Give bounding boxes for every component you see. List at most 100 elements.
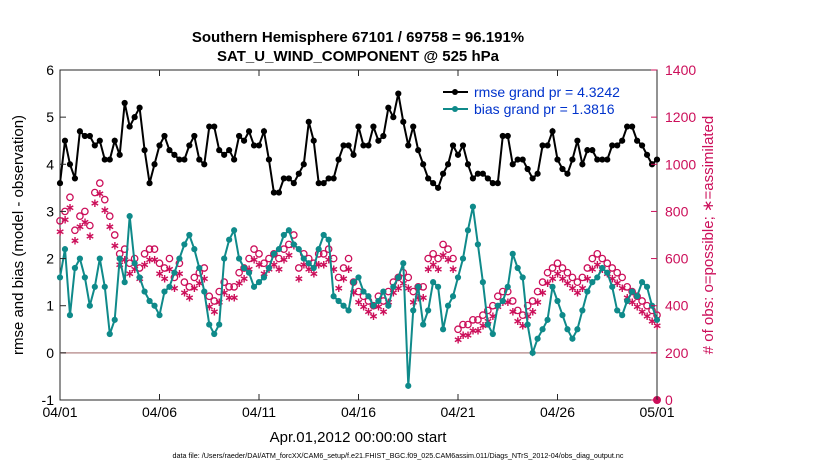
rmse-point [141,147,148,154]
assimilated-obs-point: ∗ [314,257,324,271]
rmse-point [91,142,98,149]
assimilated-obs-point: ∗ [279,253,289,267]
assimilated-obs-point: ∗ [572,286,582,300]
possible-obs-point [459,320,467,329]
possible-obs-point [394,273,403,282]
possible-obs-point [434,254,442,263]
assimilated-obs-point: ∗ [543,276,553,290]
bias-point [61,246,69,253]
right-y-tick-label: 200 [665,345,689,361]
bias-point [439,326,447,333]
rmse-point [325,175,332,182]
possible-obs-point [319,250,328,258]
possible-obs-point [185,283,194,291]
rmse-point [290,180,297,187]
rmse-point [320,180,327,187]
bias-point [91,283,98,290]
rmse-point [380,132,387,140]
possible-obs-point [444,245,452,253]
assimilated-obs-point: ∗ [592,257,602,271]
assimilated-obs-point: ∗ [488,309,498,323]
bias-point [614,307,621,314]
chart-title: Southern Hemisphere 67101 / 69758 = 96.1… [192,29,524,46]
bias-point [653,316,661,323]
rmse-point [206,123,213,130]
bias-point [136,274,143,281]
rmse-point [624,123,631,130]
assimilated-obs-point: ∗ [637,304,647,318]
possible-obs-point [339,264,348,272]
rmse-point [509,161,516,168]
possible-obs-point [603,259,612,268]
bias-point [161,288,168,295]
bias-point [569,335,576,342]
possible-obs-point [76,212,84,220]
bias-point [479,279,486,286]
bias-point [514,264,521,272]
left-y-tick-label: 0 [46,345,54,361]
bias-point [121,279,128,286]
rmse-point [504,132,511,140]
assimilated-obs-point: ∗ [378,304,388,318]
possible-obs-point [155,259,164,268]
bias-point [385,302,392,309]
possible-obs-point [210,297,219,305]
possible-obs-point [180,278,189,286]
bias-point [250,283,258,290]
bias-point [275,246,282,253]
left-y-tick-label: 6 [46,62,54,78]
bias-point [519,274,526,281]
rmse-point [390,114,397,121]
rmse-point [116,151,123,158]
rmse-point [430,180,437,187]
assimilated-obs-point: ∗ [65,201,75,215]
assimilated-obs-point: ∗ [582,271,592,285]
rmse-point [236,132,243,140]
possible-obs-point [150,245,159,253]
assimilated-obs-point: ∗ [244,262,254,276]
assimilated-obs-point: ∗ [428,257,438,271]
rmse-point [484,175,491,182]
assimilated-obs-point: ∗ [105,220,115,234]
rmse-point [285,175,292,182]
bias-point [624,297,631,305]
assimilated-obs-point: ∗ [508,304,518,318]
rmse-point [295,170,302,177]
bias-point [355,274,362,281]
rmse-point [280,175,287,182]
possible-obs-point [558,264,567,272]
rmse-point [96,137,103,144]
assimilated-obs-point: ∗ [433,262,443,276]
rmse-point [514,156,521,163]
bias-point [146,297,153,305]
possible-obs-point [533,287,542,296]
possible-obs-point [86,221,94,230]
right-y-tick-label: 1400 [665,62,696,78]
bias-point [435,283,442,290]
bias-point [410,307,417,314]
bias-point [574,326,581,333]
possible-obs-point [528,297,537,305]
bias-point [549,283,556,290]
rmse-point [499,132,506,140]
rmse-point [340,142,347,149]
left-y-tick-label: 4 [46,156,54,172]
bias-point [270,250,278,257]
bias-point [116,255,123,262]
bias-point [285,227,292,234]
bias-point [350,279,357,286]
possible-obs-point [165,254,174,263]
possible-obs-point [145,245,154,253]
rmse-point [569,156,576,163]
rmse-point [315,180,322,187]
rmse-point [579,161,586,168]
rmse-point [146,180,153,187]
assimilated-obs-point: ∗ [612,276,622,290]
rmse-point [56,180,64,187]
bias-point [66,312,74,319]
possible-obs-point [369,301,378,310]
assimilated-obs-point: ∗ [373,300,383,314]
bias-point [156,312,163,319]
bias-point [131,260,138,267]
assimilated-obs-point: ∗ [413,290,423,304]
